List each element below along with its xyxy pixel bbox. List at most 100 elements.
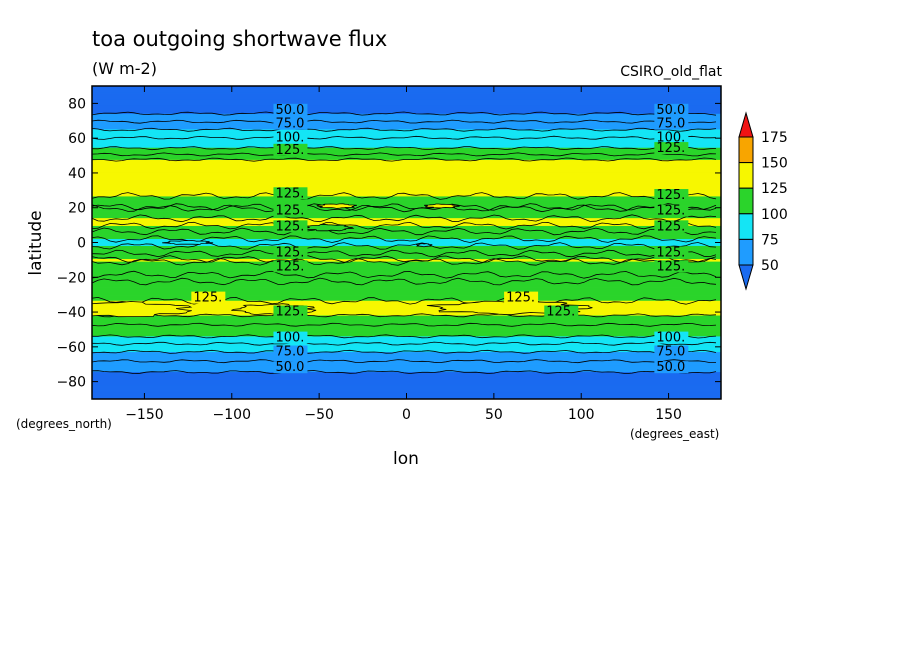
flux-band [92, 277, 721, 279]
flux-band [92, 262, 721, 264]
flux-band [92, 245, 721, 248]
flux-band [92, 362, 721, 364]
flux-band [92, 94, 721, 97]
contour-label: 100. [275, 131, 304, 146]
flux-band [92, 112, 721, 114]
contour-label: 125. [656, 141, 685, 156]
flux-band [92, 158, 721, 160]
flux-band [92, 114, 721, 117]
contour-label: 125. [275, 245, 304, 260]
flux-band [92, 231, 721, 233]
flux-band [92, 346, 721, 349]
flux-band [92, 204, 721, 206]
flux-band [92, 183, 721, 185]
flux-band [92, 170, 721, 172]
contour-label-bg [654, 260, 689, 273]
flux-band [92, 372, 721, 375]
colorbar-label: 150 [761, 156, 788, 172]
flux-band [92, 307, 721, 310]
flux-band [92, 294, 721, 297]
plot-area: 50.075.0100.125.50.075.0100.125.125.125.… [92, 86, 721, 399]
flux-band [92, 304, 721, 306]
contour-label: 125. [656, 259, 685, 274]
flux-band [92, 189, 721, 191]
flux-band [92, 275, 721, 278]
contour-line [92, 146, 717, 151]
contour-line [92, 322, 717, 327]
flux-band [92, 298, 721, 300]
contour-label-bg [544, 305, 579, 318]
x-axis-label: lon [393, 449, 419, 469]
flux-band [92, 392, 721, 394]
contour-line [92, 111, 717, 116]
flux-band [92, 165, 721, 167]
colorbar-label: 175 [761, 130, 788, 146]
flux-band [92, 272, 721, 275]
contour-line [92, 204, 717, 213]
flux-band [92, 291, 721, 293]
y-tick-label: −20 [56, 270, 86, 286]
flux-band [92, 369, 721, 371]
flux-band [92, 305, 721, 308]
flux-band [92, 197, 721, 199]
flux-band [92, 234, 721, 237]
flux-band [92, 199, 721, 202]
flux-band [92, 179, 721, 181]
flux-band [92, 289, 721, 291]
contour-line [92, 349, 717, 354]
flux-band [92, 184, 721, 186]
flux-band [92, 340, 721, 343]
flux-band [92, 201, 721, 204]
flux-band [92, 310, 721, 312]
flux-band [92, 165, 721, 168]
flux-band [92, 385, 721, 387]
flux-band [92, 268, 721, 271]
flux-band [92, 309, 721, 311]
contour-label: 125. [275, 219, 304, 234]
colorbar: 175 150 125 100 75 50 [738, 111, 788, 291]
colorbar-over-arrow [738, 111, 754, 138]
flux-band [92, 316, 721, 318]
contour-line [92, 242, 717, 250]
contour-line [92, 203, 717, 211]
flux-band [92, 216, 721, 218]
flux-band [92, 169, 721, 171]
contour-label-bg [273, 117, 308, 130]
flux-band [92, 258, 721, 260]
flux-band [92, 123, 721, 125]
contour-label: 100. [656, 131, 685, 146]
flux-band [92, 205, 721, 208]
flux-band [92, 157, 721, 159]
contour-line [92, 255, 717, 264]
flux-band [92, 283, 721, 285]
flux-band [92, 199, 721, 201]
flux-band [92, 190, 721, 192]
flux-band [92, 232, 721, 234]
flux-blob [304, 223, 355, 232]
flux-band [92, 348, 721, 351]
contour-label: 125. [656, 188, 685, 203]
flux-band [92, 330, 721, 332]
contour-label: 75.0 [275, 345, 304, 360]
flux-band [92, 243, 721, 245]
flux-band [92, 278, 721, 280]
flux-band [92, 140, 721, 143]
flux-band [92, 137, 721, 139]
flux-band [92, 116, 721, 118]
flux-band [92, 176, 721, 178]
flux-band [92, 324, 721, 326]
flux-band [92, 225, 721, 227]
flux-band [92, 214, 721, 217]
flux-band [92, 306, 721, 309]
contour-line [92, 277, 717, 286]
flux-band [92, 390, 721, 392]
flux-band [92, 357, 721, 359]
flux-band [92, 267, 721, 270]
flux-band [92, 391, 721, 393]
flux-band [92, 332, 721, 335]
flux-band [92, 232, 721, 235]
contour-label: 50.0 [656, 360, 685, 375]
flux-band [92, 299, 721, 301]
colorbar-segment [738, 187, 754, 215]
flux-band [92, 198, 721, 200]
